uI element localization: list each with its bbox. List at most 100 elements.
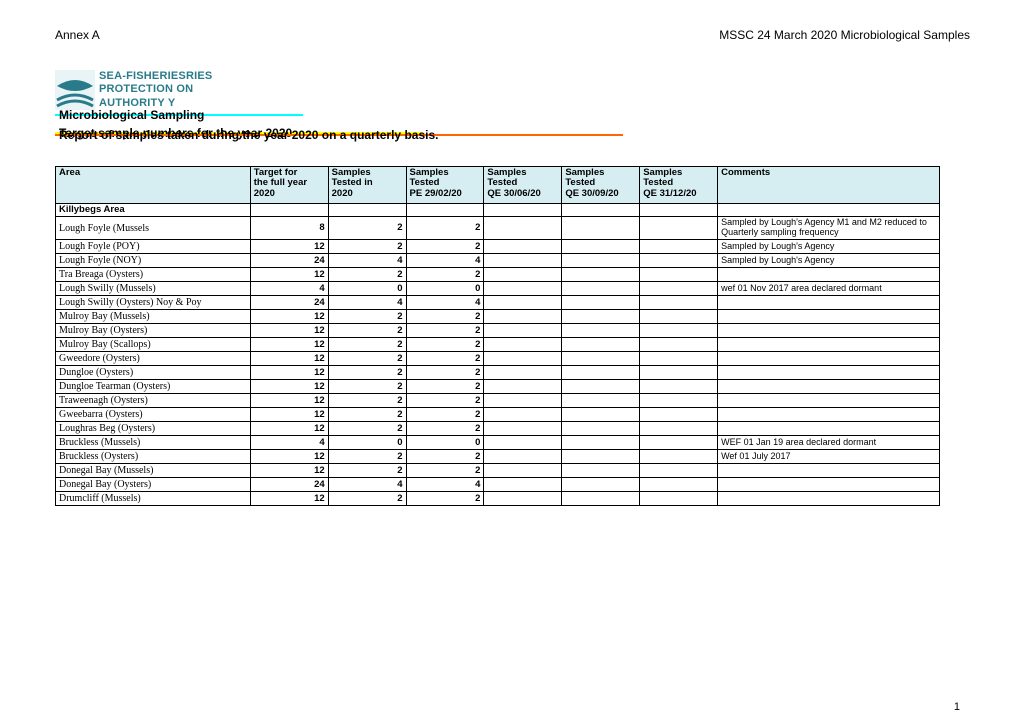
col-header-line: QE 31/12/20 (643, 189, 714, 199)
cell-q3 (562, 338, 640, 352)
cell-comment (718, 324, 940, 338)
section-blank (640, 204, 718, 217)
cell-comment (718, 366, 940, 380)
table-head: AreaTarget forthe full year2020SamplesTe… (56, 167, 940, 204)
cell-q3 (562, 464, 640, 478)
cell-tested: 2 (328, 324, 406, 338)
cell-area: Mulroy Bay (Oysters) (56, 324, 251, 338)
title-bands: Microbiological Sampling Target sample n… (55, 114, 970, 136)
section-blank (406, 204, 484, 217)
table-row: Mulroy Bay (Oysters)1222 (56, 324, 940, 338)
section-blank (484, 204, 562, 217)
cell-comment: Sampled by Lough's Agency (718, 254, 940, 268)
cell-tested: 2 (328, 408, 406, 422)
cell-q3 (562, 422, 640, 436)
cell-q2 (484, 394, 562, 408)
cell-pe: 2 (406, 268, 484, 282)
logo-text: SEA-FISHERIESRIES PROTECTION ON AUTHORIT… (99, 70, 212, 110)
cell-q4 (640, 436, 718, 450)
cell-pe: 0 (406, 282, 484, 296)
table-row: Lough Swilly (Oysters) Noy & Poy2444 (56, 296, 940, 310)
cell-area: Bruckless (Mussels) (56, 436, 251, 450)
cell-q3 (562, 268, 640, 282)
cell-q3 (562, 254, 640, 268)
table-row: Drumcliff (Mussels)1222 (56, 492, 940, 506)
cell-comment (718, 422, 940, 436)
table-row: Donegal Bay (Oysters)2444 (56, 478, 940, 492)
cell-q4 (640, 380, 718, 394)
cell-q3 (562, 282, 640, 296)
cell-tested: 2 (328, 338, 406, 352)
cell-tested: 2 (328, 394, 406, 408)
cell-q2 (484, 352, 562, 366)
cell-tested: 2 (328, 380, 406, 394)
cell-q3 (562, 380, 640, 394)
cell-q2 (484, 268, 562, 282)
table-row: Donegal Bay (Mussels)1222 (56, 464, 940, 478)
cell-q4 (640, 282, 718, 296)
col-header-line: Comments (721, 168, 936, 178)
cell-q2 (484, 366, 562, 380)
cell-comment: Sampled by Lough's Agency (718, 240, 940, 254)
cell-target: 12 (250, 268, 328, 282)
cell-q2 (484, 422, 562, 436)
cell-target: 12 (250, 422, 328, 436)
col-header-0: Area (56, 167, 251, 204)
cell-tested: 2 (328, 310, 406, 324)
cell-q2 (484, 217, 562, 240)
cell-area: Donegal Bay (Oysters) (56, 478, 251, 492)
col-header-line: QE 30/09/20 (565, 189, 636, 199)
cell-comment (718, 338, 940, 352)
cell-target: 12 (250, 324, 328, 338)
cell-area: Lough Foyle (POY) (56, 240, 251, 254)
cell-tested: 2 (328, 492, 406, 506)
cell-area: Tra Breaga (Oysters) (56, 268, 251, 282)
cell-q2 (484, 296, 562, 310)
cell-q4 (640, 352, 718, 366)
cell-pe: 0 (406, 436, 484, 450)
cell-tested: 4 (328, 296, 406, 310)
cell-target: 12 (250, 492, 328, 506)
logo-line2: PROTECTION ON (99, 83, 212, 96)
section-blank (562, 204, 640, 217)
cell-q2 (484, 492, 562, 506)
section-label: Killybegs Area (56, 204, 251, 217)
cell-q3 (562, 450, 640, 464)
cell-comment: Wef 01 July 2017 (718, 450, 940, 464)
table-row: Lough Swilly (Mussels)400wef 01 Nov 2017… (56, 282, 940, 296)
table-row: Tra Breaga (Oysters)1222 (56, 268, 940, 282)
section-blank (718, 204, 940, 217)
cell-q4 (640, 450, 718, 464)
header-row: Annex A MSSC 24 March 2020 Microbiologic… (55, 28, 970, 42)
cell-q4 (640, 478, 718, 492)
cell-comment: WEF 01 Jan 19 area declared dormant (718, 436, 940, 450)
cell-area: Loughras Beg (Oysters) (56, 422, 251, 436)
table-row: Bruckless (Oysters)1222Wef 01 July 2017 (56, 450, 940, 464)
cell-q4 (640, 338, 718, 352)
cell-area: Bruckless (Oysters) (56, 450, 251, 464)
cell-q2 (484, 282, 562, 296)
cell-target: 12 (250, 450, 328, 464)
cell-area: Lough Swilly (Oysters) Noy & Poy (56, 296, 251, 310)
col-header-line: 2020 (254, 189, 325, 199)
col-header-line: PE 29/02/20 (410, 189, 481, 199)
cell-q4 (640, 268, 718, 282)
cell-comment (718, 394, 940, 408)
cell-pe: 2 (406, 394, 484, 408)
cell-target: 12 (250, 338, 328, 352)
cell-q3 (562, 408, 640, 422)
cell-comment: wef 01 Nov 2017 area declared dormant (718, 282, 940, 296)
cell-area: Drumcliff (Mussels) (56, 492, 251, 506)
cell-target: 24 (250, 296, 328, 310)
cell-q4 (640, 366, 718, 380)
cell-pe: 2 (406, 366, 484, 380)
cell-comment (718, 352, 940, 366)
band-report: Report of samples taken during the year … (55, 134, 623, 136)
cell-target: 12 (250, 394, 328, 408)
cell-pe: 2 (406, 240, 484, 254)
logo-block: SEA-FISHERIESRIES PROTECTION ON AUTHORIT… (55, 70, 970, 110)
cell-q2 (484, 380, 562, 394)
cell-tested: 2 (328, 217, 406, 240)
cell-tested: 0 (328, 436, 406, 450)
cell-pe: 2 (406, 422, 484, 436)
